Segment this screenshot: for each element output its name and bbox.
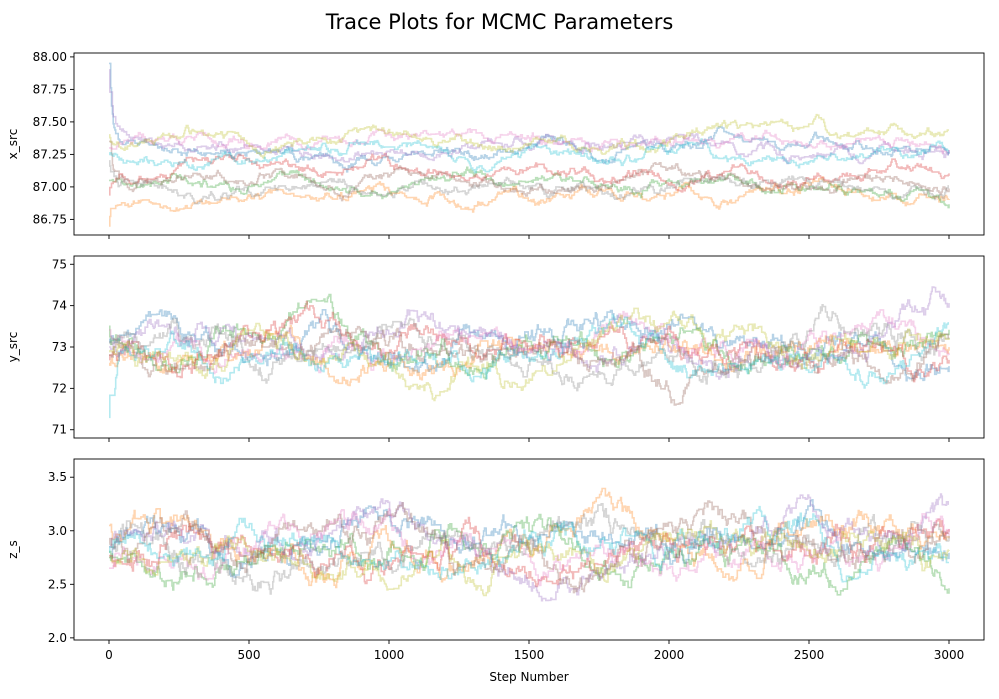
figure-title: Trace Plots for MCMC Parameters: [325, 10, 674, 34]
y-tick-label: 87.50: [33, 115, 67, 129]
walker-line-9: [109, 113, 949, 159]
y-tick-label: 3.0: [48, 524, 67, 538]
y-axis-label: x_src: [6, 129, 20, 160]
walker-line-8: [109, 503, 950, 595]
walker-line-6: [109, 140, 950, 202]
x-tick-label: 500: [238, 648, 261, 662]
walker-traces: [109, 286, 950, 419]
y-tick-label: 86.75: [33, 212, 67, 226]
y-tick-label: 2.5: [48, 577, 67, 591]
walker-line-3: [109, 166, 950, 209]
y-tick-label: 71: [52, 423, 67, 437]
y-tick-label: 3.5: [48, 470, 67, 484]
trace-panel-x_src: 86.75 87.00 87.25 87.50 87.75 88.00 x_src: [6, 50, 985, 239]
walker-line-7: [109, 508, 950, 587]
walker-line-7: [109, 309, 950, 375]
y-tick-label: 74: [52, 299, 67, 313]
walker-line-9: [109, 307, 950, 402]
walker-line-2: [109, 487, 950, 589]
walker-traces: [109, 487, 950, 602]
x-tick-label: 3000: [934, 648, 965, 662]
walker-line-8: [109, 160, 949, 205]
x-tick-label: 2000: [654, 648, 685, 662]
walker-line-3: [109, 293, 950, 380]
walker-line-3: [109, 513, 950, 596]
walker-line-4: [109, 300, 950, 383]
y-tick-label: 87.00: [33, 180, 67, 194]
y-tick-label: 88.00: [33, 50, 67, 64]
y-tick-label: 75: [52, 257, 67, 271]
trace-panel-z_s: 0 500 1000 1500 2000 2500 3000 2.0 2.5 3.0 3.5 z_s S…: [6, 458, 985, 684]
y-tick-label: 72: [52, 381, 67, 395]
walker-line-4: [109, 516, 950, 588]
walker-line-10: [109, 138, 950, 174]
walker-line-1: [109, 499, 950, 579]
walker-line-5: [109, 69, 950, 165]
x-tick-label: 2500: [794, 648, 825, 662]
walker-line-2: [109, 176, 950, 227]
x-tick-label: 1000: [374, 648, 405, 662]
walker-line-10: [109, 505, 949, 583]
y-tick-label: 87.75: [33, 82, 67, 96]
walker-line-10: [109, 314, 949, 419]
walker-line-8: [109, 304, 950, 392]
y-tick-label: 73: [52, 340, 67, 354]
y-tick-label: 2.0: [48, 631, 67, 645]
y-axis-label: z_s: [6, 540, 20, 559]
walker-line-9: [109, 520, 950, 597]
walker-traces: [109, 62, 950, 227]
y-axis-label: y_src: [6, 332, 20, 363]
walker-line-1: [109, 62, 949, 173]
walker-line-2: [109, 324, 950, 387]
walker-line-1: [109, 309, 950, 382]
walker-line-4: [109, 152, 950, 196]
x-axis-label: Step Number: [489, 670, 568, 684]
walker-line-7: [109, 128, 950, 154]
trace-panel-y_src: 71 72 73 74 75 y_src: [6, 255, 985, 442]
y-tick-label: 87.25: [33, 147, 67, 161]
walker-line-6: [109, 325, 949, 406]
walker-line-5: [109, 493, 949, 602]
walker-line-5: [109, 286, 950, 380]
walker-line-6: [109, 500, 949, 594]
x-tick-label: 1500: [514, 648, 545, 662]
x-tick-label: 0: [105, 648, 113, 662]
